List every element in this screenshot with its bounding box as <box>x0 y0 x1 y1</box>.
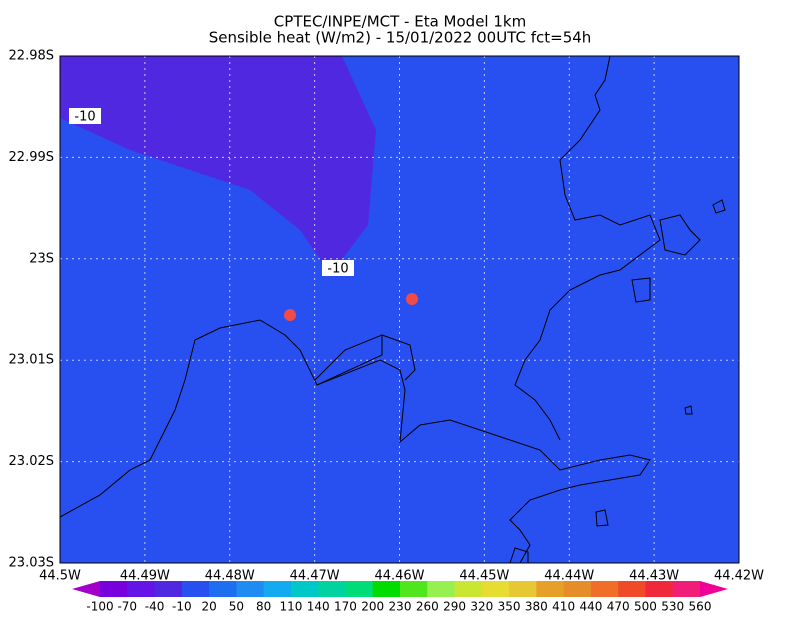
colorbar-segment <box>400 581 428 597</box>
colorbar-label: -10 <box>172 600 192 614</box>
colorbar-label: 380 <box>525 600 548 614</box>
colorbar-segment <box>672 581 701 597</box>
colorbar-segment <box>181 581 210 597</box>
colorbar-segment <box>345 581 374 597</box>
contour-label-box <box>322 260 354 276</box>
colorbar-segment <box>481 581 510 597</box>
colorbar-segment <box>509 581 537 597</box>
colorbar-label: 440 <box>579 600 602 614</box>
colorbar-arrow <box>72 581 100 597</box>
colorbar-label: 170 <box>334 600 357 614</box>
contour-label-box <box>69 108 101 124</box>
location-marker <box>284 309 296 321</box>
colorbar-segment <box>263 581 292 597</box>
colorbar-segment <box>209 581 237 597</box>
colorbar-label: 50 <box>229 600 244 614</box>
y-tick-label: 22.98S <box>9 49 54 64</box>
x-tick-label: 44.47W <box>290 569 340 584</box>
x-tick-label: 44.46W <box>374 569 424 584</box>
x-tick-label: 44.42W <box>714 569 764 584</box>
colorbar-segment <box>590 581 619 597</box>
colorbar-label: 20 <box>201 600 216 614</box>
colorbar-label: -40 <box>145 600 165 614</box>
colorbar-segment <box>290 581 319 597</box>
contour-label: -10 <box>327 262 348 277</box>
coastline <box>509 547 529 564</box>
colorbar-segment <box>236 581 265 597</box>
y-tick-label: 22.99S <box>9 150 54 165</box>
colorbar-label: 500 <box>634 600 657 614</box>
colorbar-label: 530 <box>661 600 684 614</box>
colorbar-segment <box>372 581 401 597</box>
colorbar-label: -70 <box>117 600 137 614</box>
x-tick-label: 44.45W <box>459 569 509 584</box>
x-tick-label: 44.5W <box>39 569 81 584</box>
colorbar-segment <box>536 581 565 597</box>
colorbar-label: 80 <box>256 600 271 614</box>
colorbar-label: 350 <box>498 600 521 614</box>
colorbar-segment <box>127 581 156 597</box>
coastline <box>631 277 651 303</box>
colorbar-segment <box>618 581 646 597</box>
field-region <box>60 56 376 262</box>
colorbar-label: 320 <box>470 600 493 614</box>
colorbar-segment <box>645 581 674 597</box>
colorbar-label: -100 <box>86 600 113 614</box>
x-tick-label: 44.48W <box>205 569 255 584</box>
coastlines <box>59 55 726 564</box>
colorbar-segment <box>154 581 183 597</box>
chart-title: CPTEC/INPE/MCT - Eta Model 1km <box>274 13 526 31</box>
chart-subtitle: Sensible heat (W/m2) - 15/01/2022 00UTC … <box>209 29 592 47</box>
coastline <box>595 509 609 527</box>
colorbar-label: 470 <box>607 600 630 614</box>
x-tick-label: 44.44W <box>544 569 594 584</box>
coastline <box>381 334 416 381</box>
colorbar-label: 140 <box>307 600 330 614</box>
colorbar-label: 560 <box>689 600 712 614</box>
colorbar-segment <box>318 581 346 597</box>
colorbar-label: 200 <box>361 600 384 614</box>
coastline <box>659 214 701 256</box>
colorbar-segment <box>563 581 592 597</box>
coastline <box>59 319 651 564</box>
coastline <box>514 55 661 441</box>
colorbar-label: 290 <box>443 600 466 614</box>
colorbar-segment <box>427 581 456 597</box>
y-tick-label: 23.01S <box>9 353 54 368</box>
x-tick-label: 44.49W <box>120 569 170 584</box>
coastline <box>712 199 726 214</box>
colorbar-label: 410 <box>552 600 575 614</box>
y-tick-label: 23.03S <box>9 556 54 571</box>
colorbar-label: 110 <box>279 600 302 614</box>
coastline <box>684 405 693 415</box>
colorbar-segment <box>100 581 128 597</box>
colorbar-label: 230 <box>389 600 412 614</box>
location-marker <box>406 293 418 305</box>
x-tick-label: 44.43W <box>629 569 679 584</box>
colorbar-arrow <box>700 581 728 597</box>
y-tick-label: 23.02S <box>9 454 54 469</box>
colorbar-label: 260 <box>416 600 439 614</box>
colorbar-segment <box>454 581 483 597</box>
y-tick-label: 23S <box>29 251 54 266</box>
plot-frame <box>59 55 740 564</box>
contour-label: -10 <box>74 110 95 125</box>
